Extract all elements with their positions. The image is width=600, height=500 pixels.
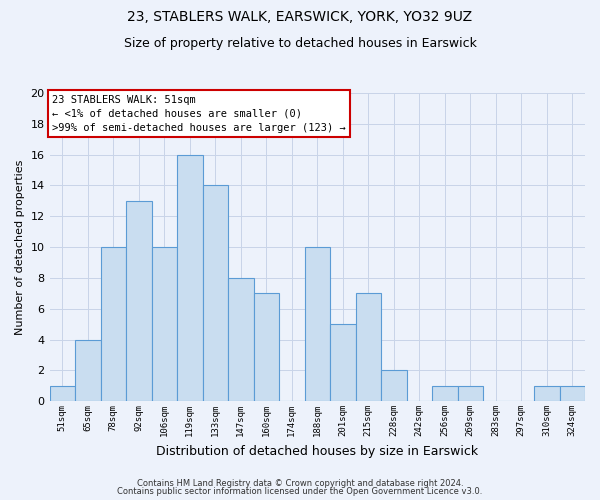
Bar <box>534 386 560 401</box>
Bar <box>254 294 279 401</box>
Text: Contains HM Land Registry data © Crown copyright and database right 2024.: Contains HM Land Registry data © Crown c… <box>137 478 463 488</box>
Bar <box>356 294 381 401</box>
Bar <box>330 324 356 401</box>
Bar <box>560 386 585 401</box>
X-axis label: Distribution of detached houses by size in Earswick: Distribution of detached houses by size … <box>156 444 478 458</box>
Bar <box>432 386 458 401</box>
Bar <box>101 247 126 401</box>
Text: 23, STABLERS WALK, EARSWICK, YORK, YO32 9UZ: 23, STABLERS WALK, EARSWICK, YORK, YO32 … <box>127 10 473 24</box>
Bar <box>458 386 483 401</box>
Y-axis label: Number of detached properties: Number of detached properties <box>15 160 25 335</box>
Bar <box>126 201 152 401</box>
Bar <box>177 154 203 401</box>
Bar <box>228 278 254 401</box>
Text: Size of property relative to detached houses in Earswick: Size of property relative to detached ho… <box>124 38 476 51</box>
Bar <box>381 370 407 401</box>
Text: Contains public sector information licensed under the Open Government Licence v3: Contains public sector information licen… <box>118 487 482 496</box>
Bar <box>50 386 75 401</box>
Text: 23 STABLERS WALK: 51sqm
← <1% of detached houses are smaller (0)
>99% of semi-de: 23 STABLERS WALK: 51sqm ← <1% of detache… <box>52 94 346 132</box>
Bar <box>203 186 228 401</box>
Bar <box>75 340 101 401</box>
Bar <box>305 247 330 401</box>
Bar <box>152 247 177 401</box>
